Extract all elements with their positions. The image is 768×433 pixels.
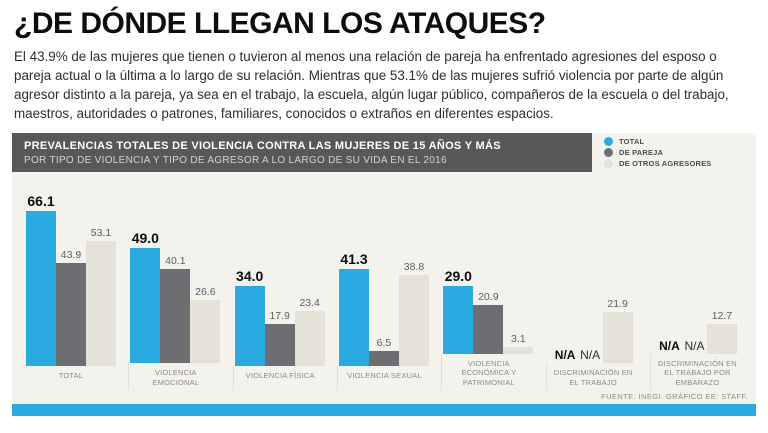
bar [264, 323, 295, 366]
bar [160, 269, 191, 364]
category-label: VIOLENCIA EMOCIONAL [128, 363, 222, 390]
legend-item: DE PAREJA [604, 147, 752, 157]
bar [503, 346, 534, 354]
infographic-page: ¿DE DÓNDE LLEGAN LOS ATAQUES? El 43.9% d… [12, 7, 756, 416]
bar-value-label: 26.6 [195, 286, 216, 299]
bar-cell: 23.4 [294, 296, 325, 366]
page-title: ¿DE DÓNDE LLEGAN LOS ATAQUES? [14, 7, 546, 40]
bar [130, 248, 161, 364]
bar [26, 210, 56, 366]
na-label: N/A [659, 338, 680, 353]
bar [86, 240, 116, 366]
bar [443, 285, 474, 354]
category-label: DISCRIMINACIÓN EN EL TRABAJO POR EMBARAZ… [649, 353, 744, 390]
bar-cell: 17.9 [264, 309, 295, 366]
bar-value-label: 38.8 [403, 260, 425, 273]
chart-title-block: PREVALENCIAS TOTALES DE VIOLENCIA CONTRA… [12, 132, 592, 172]
na-label: N/A [580, 348, 601, 363]
bar-row: 49.0 40.1 26.6 [130, 187, 221, 364]
legend-dot-icon [604, 147, 613, 157]
chart-panel-header: PREVALENCIAS TOTALES DE VIOLENCIA CONTRA… [12, 132, 756, 172]
bar [368, 350, 399, 366]
bar [706, 323, 737, 354]
bar [294, 310, 325, 366]
bar-cell: 53.1 [86, 227, 116, 366]
legend-dot-icon [604, 158, 613, 168]
legend-item: DE OTROS AGRESORES [604, 158, 752, 168]
bar-value-label: 43.9 [60, 248, 82, 261]
bar-row: 29.0 20.9 3.1 [443, 178, 534, 354]
bar-value-label: 21.9 [607, 298, 628, 311]
bar-row: 41.3 6.5 38.8 [338, 190, 429, 366]
legend-item: TOTAL [604, 136, 752, 146]
category-label: VIOLENCIA SEXUAL [336, 365, 431, 390]
bar-group: 29.0 20.9 3.1 VIOLENCIA ECONÓMICA Y PATRIMO… [441, 178, 535, 390]
bar [56, 262, 86, 366]
bar [234, 285, 265, 366]
chart-panel: PREVALENCIAS TOTALES DE VIOLENCIA CONTRA… [12, 132, 756, 416]
bar-cell: 43.9 [56, 249, 86, 366]
bar-value-label: 41.3 [340, 250, 368, 267]
bar-row: N/A N/A 21.9 [553, 187, 633, 364]
bottom-accent-strip [12, 403, 756, 416]
category-label: TOTAL [58, 370, 84, 380]
bar-value-label: 49.0 [131, 230, 159, 247]
bar-group: N/A N/A 21.9 DISCRIMINACIÓN EN EL TRABAJO [545, 187, 640, 390]
bar [190, 300, 221, 364]
bar-value-label: 40.1 [165, 255, 186, 268]
bar-group: 41.3 6.5 38.8 VIOLENCIA SEXUAL [336, 190, 431, 390]
na-label: N/A [554, 348, 576, 363]
category-label: VIOLENCIA FÍSICA [232, 365, 327, 390]
bar [602, 312, 633, 364]
bar-group: 66.1 43.9 53.1 TOTAL [24, 190, 118, 390]
legend-label: DE OTROS AGRESORES [619, 158, 712, 168]
legend-dot-icon [604, 136, 613, 146]
category-label: DISCRIMINACIÓN EN EL TRABAJO [545, 363, 640, 390]
source-credit: FUENTE: INEGI. GRÁFICO EE: STAFF. [601, 391, 748, 401]
bar-cell: 26.6 [190, 286, 221, 364]
bar [338, 268, 369, 366]
bar-cell: 66.1 [26, 193, 56, 366]
bar-value-label: 23.4 [299, 296, 320, 309]
bar-cell: 29.0 [443, 267, 474, 354]
bar-value-label: 17.9 [269, 309, 290, 322]
chart-legend: TOTAL DE PAREJA DE OTROS AGRESORES [592, 133, 756, 172]
bar-group: 34.0 17.9 23.4 VIOLENCIA FÍSICA [232, 190, 327, 390]
bar-value-label: 66.1 [27, 192, 55, 209]
bar-cell: 12.7 [706, 309, 737, 354]
bar-cell: 40.1 [160, 255, 191, 364]
bar-value-label: 53.1 [90, 226, 112, 239]
bar-cell: 34.0 [234, 267, 265, 366]
bar-row: 34.0 17.9 23.4 [234, 190, 325, 366]
bar-cell: 21.9 [602, 298, 633, 364]
chart-title: PREVALENCIAS TOTALES DE VIOLENCIA CONTRA… [24, 139, 501, 152]
intro-paragraph: El 43.9% de las mujeres que tienen o tuv… [14, 48, 729, 121]
bar-group: N/A N/A 12.7 DISCRIMINACIÓN EN EL TRABAJO P… [649, 178, 744, 390]
category-label: VIOLENCIA ECONÓMICA Y PATRIMONIAL [441, 353, 535, 390]
na-label: N/A [684, 338, 705, 353]
bar-row: N/A N/A 12.7 [657, 178, 737, 354]
bar-cell: 3.1 [503, 332, 534, 354]
bar-cell: 41.3 [338, 250, 369, 366]
chart-subtitle: POR TIPO DE VIOLENCIA Y TIPO DE AGRESOR … [24, 154, 447, 166]
bar-cell: 49.0 [130, 230, 161, 364]
bar-value-label: 20.9 [478, 290, 499, 303]
bar-value-label: 6.5 [376, 336, 392, 349]
bar-value-label: 34.0 [236, 267, 264, 284]
bar-cell: 20.9 [473, 290, 504, 354]
bar-value-label: 29.0 [444, 267, 472, 284]
bar-value-label: 12.7 [711, 309, 733, 322]
bar-cell: 6.5 [368, 336, 399, 366]
legend-label: DE PAREJA [619, 147, 664, 157]
bar [473, 304, 504, 354]
legend-label: TOTAL [619, 136, 645, 146]
bar-chart: 66.1 43.9 53.1 TOTAL 49.0 40.1 26.6 VIOLENCIA E… [12, 172, 756, 390]
bar-row: 66.1 43.9 53.1 [26, 190, 116, 366]
bar-group: 49.0 40.1 26.6 VIOLENCIA EMOCIONAL [128, 187, 222, 390]
bar-cell: 38.8 [398, 260, 429, 366]
bar [398, 274, 429, 366]
bar-value-label: 3.1 [511, 332, 526, 345]
